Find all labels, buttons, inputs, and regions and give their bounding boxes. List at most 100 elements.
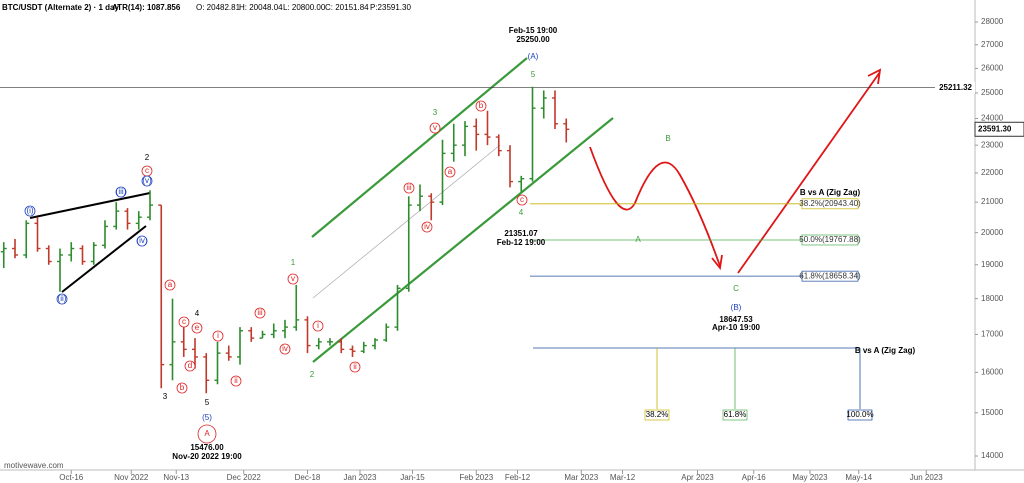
time-fib-box	[847, 409, 873, 421]
annotation-circle	[197, 424, 217, 444]
projection-c	[737, 68, 882, 274]
annotation: 3	[163, 392, 168, 401]
fib-label: 61.8%(18658.34)	[799, 271, 861, 280]
annotation: ii	[353, 362, 357, 371]
y-tick-label: 18000	[981, 294, 1004, 303]
annotation-circle	[287, 273, 299, 285]
annotation: 15476.00	[190, 443, 224, 452]
x-tick-label: Dec-18	[295, 473, 321, 482]
channel-lower	[312, 117, 614, 363]
annotation: motivewave.com	[4, 461, 64, 470]
annotation-circle	[444, 166, 456, 178]
y-tick-label: 24000	[981, 114, 1004, 123]
price-line-box	[935, 81, 975, 94]
x-tick-label: Jun 2023	[910, 473, 943, 482]
annotation: b	[479, 101, 484, 110]
annotation: 5	[531, 70, 536, 79]
fib-label: 38.2%(20943.40)	[799, 199, 861, 208]
indicator: ATR(14): 1087.856	[112, 3, 181, 12]
annotation: a	[168, 280, 173, 289]
ohlc-value: C: 20151.84	[325, 3, 369, 12]
annotation: c	[182, 317, 186, 326]
time-fib-label: 100.0%	[846, 410, 873, 419]
x-tick-label: May-14	[845, 473, 872, 482]
annotation-circle	[115, 186, 127, 198]
x-tick-label: Nov-13	[163, 473, 189, 482]
y-tick-label: 17000	[981, 330, 1004, 339]
annotation-circle	[279, 343, 291, 355]
annotation-circle	[184, 360, 196, 372]
triangle-upper	[29, 192, 151, 219]
annotation: (A)	[528, 52, 539, 61]
title: BTC/USDT (Alternate 2) · 1 day	[2, 3, 119, 12]
annotation: b	[180, 383, 185, 392]
y-tick-label: 16000	[981, 368, 1004, 377]
annotation: i	[217, 331, 219, 340]
annotation-circle	[56, 293, 68, 305]
annotation: (iii)	[116, 187, 127, 196]
x-tick-label: Nov 2022	[114, 473, 149, 482]
annotation-circle	[191, 322, 203, 334]
fib-title: B vs A (Zig Zag)	[800, 188, 861, 197]
annotation: iv	[424, 222, 430, 231]
last-price-label: 23591.30	[978, 124, 1012, 133]
time-fib-label: 61.8%	[724, 410, 747, 419]
annotation: v	[433, 123, 437, 132]
annotation: iv	[282, 344, 288, 353]
annotation: 4	[519, 208, 524, 217]
plot: O: 20482.81H: 20048.04 L: 20800.00 C: 2015…	[0, 3, 1024, 482]
channel-mid	[312, 144, 501, 299]
y-tick-label: 21000	[981, 197, 1004, 206]
time-fib-title: B vs A (Zig Zag)	[855, 346, 916, 355]
y-tick-label: 23000	[981, 140, 1004, 149]
x-tick-label: Jan-15	[400, 473, 425, 482]
time-fib-label: 38.2%	[646, 410, 669, 419]
y-tick-label: 15000	[981, 408, 1004, 417]
annotation-circle	[403, 182, 415, 194]
annotation-circle	[141, 175, 153, 187]
annotation-circle	[516, 194, 528, 206]
annotation: A	[635, 235, 641, 244]
annotation: c	[520, 195, 524, 204]
annotation: 5	[205, 398, 210, 407]
annotation-circle	[230, 375, 242, 387]
y-tick-label: 19000	[981, 260, 1004, 269]
ohlc-value: P:23591.30	[370, 3, 411, 12]
ohlc-value: L: 20800.00	[283, 3, 326, 12]
y-tick-label: 27000	[981, 40, 1004, 49]
ohlc-value: H: 20048.04	[239, 3, 283, 12]
y-tick-label: 14000	[981, 451, 1004, 460]
annotation: (iv)	[136, 236, 147, 245]
ohlc-value: O: 20482.81	[196, 3, 241, 12]
annotation: e	[195, 323, 200, 332]
annotation: (v)	[142, 176, 152, 185]
annotation: c	[145, 166, 149, 175]
annotation: (ii)	[58, 294, 67, 303]
y-tick-label: 20000	[981, 228, 1004, 237]
annotation: iii	[406, 183, 412, 192]
projection-arrow	[711, 254, 723, 271]
annotation-circle	[212, 330, 224, 342]
x-tick-label: Oct-16	[59, 473, 84, 482]
annotation-circle	[312, 320, 324, 332]
y-tick-label: 25000	[981, 88, 1004, 97]
triangle-lower	[61, 225, 147, 293]
annotation-circle	[429, 122, 441, 134]
annotation: C	[733, 284, 739, 293]
annotation: (B)	[731, 303, 742, 312]
annotation: Nov-20 2022 19:00	[172, 452, 242, 461]
annotation: (5)	[202, 413, 212, 422]
y-tick-label: 22000	[981, 168, 1004, 177]
y-tick-label: 26000	[981, 64, 1004, 73]
time-fib-box	[722, 409, 748, 421]
annotation-circle	[164, 279, 176, 291]
x-tick-label: May 2023	[792, 473, 828, 482]
annotation-circle	[475, 100, 487, 112]
annotation: 2	[310, 370, 315, 379]
x-tick-label: Feb-12	[505, 473, 531, 482]
annotation: 21351.07	[504, 229, 538, 238]
y-tick-label: 28000	[981, 17, 1004, 26]
annotation-circle	[176, 382, 188, 394]
annotation: a	[448, 167, 453, 176]
